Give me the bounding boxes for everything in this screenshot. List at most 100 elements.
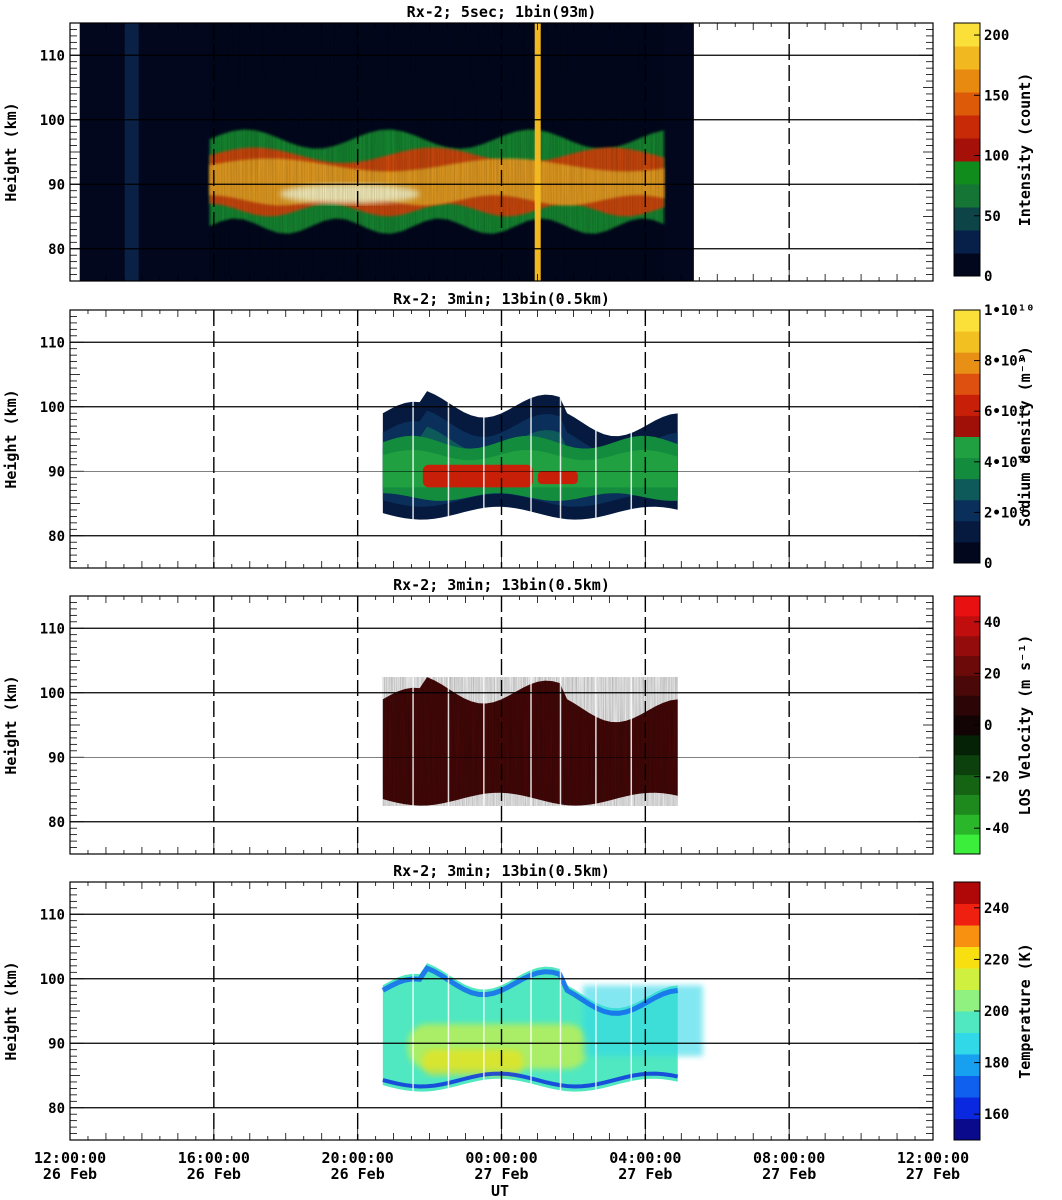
- bright-edge: [534, 23, 541, 281]
- data-gap-7: [630, 596, 633, 854]
- x-tick-time: 20:00:00: [322, 1149, 394, 1167]
- colorbar-swatch: [954, 230, 980, 254]
- y-tick-label: 100: [40, 113, 65, 129]
- colorbar-tick-label: 220: [984, 952, 1009, 968]
- y-axis-title: Height (km): [2, 961, 20, 1060]
- panel-4: 80 90 100 110 Rx-2; 3min; 13bin(0.5km) Height…: [2, 862, 1034, 1141]
- x-tick-time: 12:00:00: [897, 1149, 969, 1167]
- colorbar-tick-label: -40: [984, 821, 1009, 837]
- hot-region: [422, 1049, 523, 1076]
- colorbar-swatch: [954, 635, 980, 657]
- y-tick-label: 90: [48, 750, 65, 766]
- colorbar-swatch: [954, 457, 980, 480]
- colorbar-swatch: [954, 207, 980, 231]
- panel-title: Rx-2; 5sec; 1bin(93m): [407, 3, 597, 21]
- colorbar-tick-label: 0: [984, 718, 992, 734]
- y-tick-label: 110: [40, 907, 65, 923]
- cool-region: [582, 985, 703, 1057]
- y-tick-label: 80: [48, 1101, 65, 1117]
- data-gap-2: [447, 310, 450, 568]
- panel-title: Rx-2; 3min; 13bin(0.5km): [393, 576, 610, 594]
- data-image: [381, 882, 703, 1140]
- colorbar-1: 0 50 100 150 200 Intensity (count): [953, 22, 1034, 285]
- colorbar-swatch: [954, 814, 980, 835]
- x-tick-time: 08:00:00: [753, 1149, 825, 1167]
- colorbar-swatch: [954, 774, 980, 795]
- colorbar-tick-label: 40: [984, 615, 1001, 631]
- colorbar-swatch: [954, 1097, 980, 1119]
- y-tick-label: 110: [40, 621, 65, 637]
- data-gap-5: [559, 310, 562, 568]
- data-gap-3: [483, 310, 485, 568]
- data-gap-1: [412, 882, 414, 1140]
- colorbar-swatch: [954, 655, 980, 676]
- x-tick-date: 27 Feb: [618, 1165, 672, 1183]
- streak-noise: [209, 23, 664, 281]
- colorbar-label: Temperature (K): [1016, 943, 1034, 1078]
- density-peak-1: [422, 464, 533, 488]
- colorbar-swatch: [954, 695, 980, 716]
- x-tick-date: 26 Feb: [43, 1165, 97, 1183]
- data-gap-3: [483, 882, 485, 1140]
- colorbar-swatch: [954, 946, 980, 969]
- colorbar-swatch: [954, 415, 980, 437]
- colorbar-tick-label: 200: [984, 1004, 1009, 1020]
- data-gap-1: [412, 310, 414, 568]
- colorbar-swatch: [954, 794, 980, 815]
- x-tick-date: 26 Feb: [187, 1165, 241, 1183]
- data-gap-1: [412, 596, 414, 854]
- colorbar-tick-label: 200: [984, 28, 1009, 44]
- colorbar-tick-label: 6•10⁹: [984, 404, 1026, 420]
- colorbar-tick-label: 180: [984, 1056, 1009, 1072]
- colorbar-3: -40 -20 0 20 40 LOS Velocity (m s⁻¹): [953, 595, 1034, 855]
- colorbar-swatch: [954, 161, 980, 185]
- density-peak-2: [537, 471, 578, 485]
- y-tick-label: 110: [40, 335, 65, 351]
- colorbar-swatch: [954, 1054, 980, 1076]
- colorbar-swatch: [954, 92, 980, 116]
- data-gap-7: [630, 310, 633, 568]
- plot-frame: [69, 22, 934, 282]
- colorbar-swatch: [954, 882, 980, 904]
- colorbar-swatch: [954, 1011, 980, 1033]
- data-gap-2: [447, 596, 450, 854]
- colorbar-swatch: [954, 903, 980, 926]
- colorbar-swatch: [954, 925, 980, 947]
- y-axis-title: Height (km): [2, 102, 20, 201]
- colorbar-swatch: [954, 541, 980, 564]
- y-tick-label: 90: [48, 1036, 65, 1052]
- colorbar-2: 0 2•10⁹ 4•10⁹ 6•10⁹ 8•10⁹ 1•10¹⁰ Sodium densit…: [953, 303, 1035, 572]
- data-gap-5: [559, 596, 562, 854]
- colorbar-swatch: [954, 138, 980, 162]
- colorbar-swatch: [954, 394, 980, 416]
- y-tick-label: 90: [48, 464, 65, 480]
- data-gap-4: [530, 882, 532, 1140]
- colorbar-tick-label: -20: [984, 770, 1009, 786]
- colorbar-tick-label: 1•10¹⁰: [984, 303, 1035, 319]
- plot-frame: [69, 309, 934, 569]
- data-gap-2: [447, 882, 450, 1140]
- data-gap-4: [530, 310, 532, 568]
- colorbar-tick-label: 240: [984, 901, 1009, 917]
- colorbar-swatch: [954, 1032, 980, 1055]
- y-tick-label: 100: [40, 686, 65, 702]
- data-gap-5: [559, 882, 562, 1140]
- colorbar-swatch: [954, 615, 980, 637]
- colorbar-swatch: [954, 754, 980, 776]
- y-tick-label: 100: [40, 972, 65, 988]
- colorbar-tick-label: 100: [984, 149, 1009, 165]
- x-tick-date: 27 Feb: [474, 1165, 528, 1183]
- colorbar-tick-label: 150: [984, 88, 1009, 104]
- colorbar-swatch: [954, 499, 980, 522]
- colorbar-swatch: [954, 734, 980, 756]
- colorbar-swatch: [954, 184, 980, 208]
- colorbar-swatch: [954, 373, 980, 395]
- colorbar-tick-label: 50: [984, 209, 1001, 225]
- colorbar-label: Sodium density (m⁻³): [1016, 346, 1034, 527]
- y-tick-label: 80: [48, 815, 65, 831]
- colorbar-tick-label: 0: [984, 556, 992, 572]
- data-image: [382, 310, 678, 568]
- y-tick-label: 100: [40, 400, 65, 416]
- panel-3: 80 90 100 110 Rx-2; 3min; 13bin(0.5km) Height…: [2, 576, 1034, 855]
